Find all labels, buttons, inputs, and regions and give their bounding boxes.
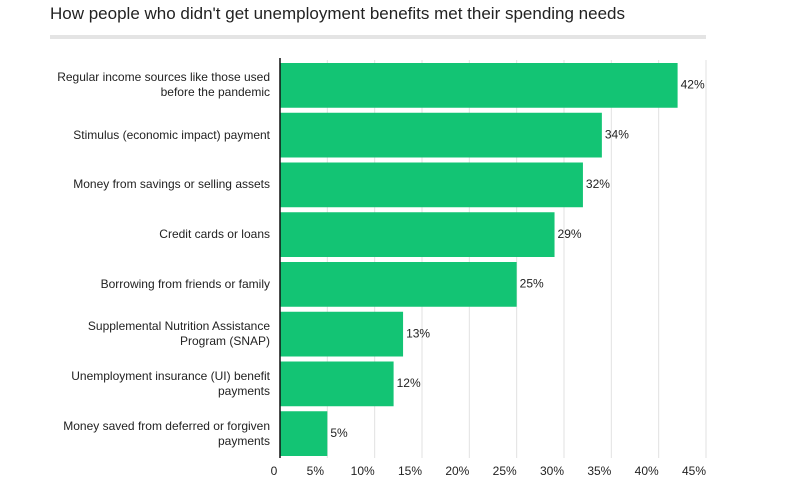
x-tick-label: 40% xyxy=(635,464,659,478)
x-tick-label: 35% xyxy=(587,464,611,478)
value-label: 5% xyxy=(330,426,348,440)
title-rule xyxy=(50,35,706,39)
category-label: Supplemental Nutrition Assistance Progra… xyxy=(87,319,270,349)
category-label: Money from savings or selling assets xyxy=(73,177,270,192)
x-tick-label: 0 xyxy=(271,464,278,478)
bar xyxy=(280,112,602,158)
bar xyxy=(280,411,328,456)
value-label: 34% xyxy=(605,127,629,141)
bar xyxy=(280,361,394,407)
x-tick-label: 5% xyxy=(307,464,325,478)
x-tick-label: 15% xyxy=(398,464,422,478)
value-label: 25% xyxy=(520,277,544,291)
value-label: 42% xyxy=(681,78,705,92)
value-label: 12% xyxy=(397,376,421,390)
category-label: Credit cards or loans xyxy=(159,227,270,242)
category-label: Money saved from deferred or forgiven pa… xyxy=(63,418,270,448)
category-label: Regular income sources like those used b… xyxy=(57,70,270,100)
category-label: Borrowing from friends or family xyxy=(100,276,270,291)
bar xyxy=(280,311,404,357)
category-label: Unemployment insurance (UI) benefit paym… xyxy=(71,368,270,398)
bar xyxy=(280,212,555,257)
x-tick-label: 25% xyxy=(493,464,517,478)
x-tick-label: 45% xyxy=(682,464,706,478)
x-tick-label: 10% xyxy=(351,464,375,478)
chart-title: How people who didn't get unemployment b… xyxy=(50,4,625,23)
bar xyxy=(280,262,517,307)
bar xyxy=(280,162,583,208)
category-label: Stimulus (economic impact) payment xyxy=(73,127,270,142)
bar xyxy=(280,63,678,108)
x-tick-label: 30% xyxy=(540,464,564,478)
value-label: 13% xyxy=(406,326,430,340)
value-label: 29% xyxy=(558,227,582,241)
x-tick-label: 20% xyxy=(445,464,469,478)
value-label: 32% xyxy=(586,177,610,191)
